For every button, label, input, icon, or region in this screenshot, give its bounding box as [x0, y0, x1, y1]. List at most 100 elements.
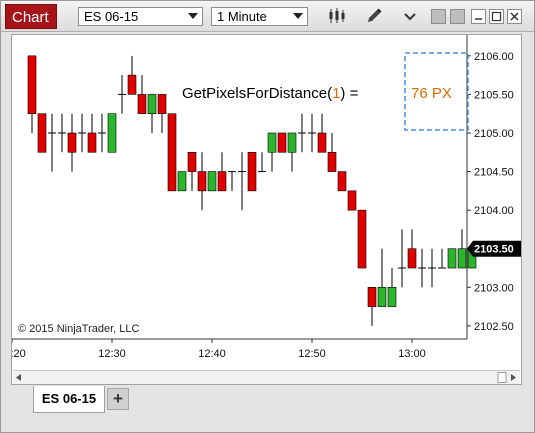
candle-body [87, 132, 97, 153]
candlestick-series [27, 55, 477, 326]
candle-body [447, 248, 457, 269]
candle [267, 132, 277, 172]
pencil-icon[interactable] [364, 6, 384, 26]
candle [78, 113, 86, 153]
time-tick-label: 12:30 [98, 348, 126, 360]
candle-body [157, 94, 167, 115]
time-tick-label: 12:50 [298, 348, 326, 360]
chart-toolbar: Chart ES 06-15 1 Minute [1, 1, 534, 32]
candle-body [407, 248, 417, 269]
candle [247, 151, 257, 192]
horizontal-scrollbar[interactable] [13, 370, 520, 384]
instrument-tab[interactable]: ES 06-15 [33, 386, 105, 413]
candle-body [377, 287, 387, 307]
candle [167, 113, 177, 192]
candle [127, 55, 137, 95]
candle [398, 229, 406, 288]
scroll-thumb[interactable] [497, 372, 507, 383]
close-button[interactable] [507, 9, 522, 24]
candle [258, 152, 266, 173]
candle [157, 94, 167, 133]
candle-body [367, 287, 377, 307]
candle-body [357, 209, 367, 269]
candle [87, 113, 97, 153]
maximize-button[interactable] [489, 9, 504, 24]
price-chart[interactable]: 2106.00 2105.50 2105.00 2104.50 2104.00 2103.… [0, 35, 521, 370]
candle [207, 171, 217, 192]
time-tick-label: 12:40 [198, 348, 226, 360]
close-icon [510, 12, 519, 21]
candle-body [337, 171, 347, 192]
price-tick-label: 2102.50 [474, 321, 514, 333]
candle [137, 75, 147, 115]
time-axis: 12:20 12:30 12:40 12:50 13:00 [0, 339, 426, 360]
annotation-argument: 1 [332, 85, 340, 102]
candle [327, 132, 337, 172]
chevron-down-icon [188, 13, 198, 19]
copyright-label: © 2015 NinjaTrader, LLC [18, 323, 139, 335]
candle [367, 287, 377, 326]
add-tab-button[interactable]: + [107, 388, 129, 410]
interval-selector[interactable]: 1 Minute [211, 7, 308, 26]
candle [387, 268, 397, 307]
candle [308, 113, 316, 153]
price-tick-label: 2103.00 [474, 282, 514, 294]
candle [438, 248, 446, 269]
candle-body [127, 74, 137, 95]
candle [187, 151, 197, 191]
chevron-down-icon [293, 13, 303, 19]
chevron-down-icon[interactable] [400, 6, 420, 26]
bar-type-icon[interactable] [327, 6, 347, 26]
price-tick-label: 2105.50 [474, 89, 514, 101]
candle-body [137, 94, 147, 115]
candle [407, 229, 417, 269]
candle-body [107, 113, 117, 153]
price-tick-label: 2104.50 [474, 167, 514, 179]
minimize-button[interactable] [471, 9, 486, 24]
candle-body [267, 132, 277, 153]
candle [287, 132, 297, 172]
price-tick-label: 2104.00 [474, 205, 514, 217]
candle-body [147, 94, 157, 115]
candle-body [67, 132, 77, 153]
time-tick-label: 12:20 [12, 348, 26, 360]
candle [428, 248, 436, 288]
candle [197, 152, 207, 211]
last-price-marker: 2103.50 [467, 240, 521, 257]
candle-body [347, 190, 357, 211]
candle-body [327, 151, 337, 172]
window-option-button[interactable] [450, 9, 465, 24]
candle-body [197, 171, 207, 192]
candle [67, 113, 77, 172]
maximize-icon [491, 11, 502, 22]
minimize-icon [475, 18, 482, 20]
candle [48, 113, 56, 172]
candle [298, 113, 306, 153]
candle [217, 152, 227, 192]
distance-box [404, 52, 469, 131]
candle-body [247, 151, 257, 192]
candle [457, 229, 467, 269]
candle [357, 209, 367, 269]
instrument-value: ES 06-15 [84, 9, 139, 24]
candle-body [177, 171, 187, 192]
candle-body [217, 171, 227, 192]
last-price-label: 2103.50 [474, 244, 514, 256]
candle [347, 190, 357, 211]
price-tick-label: 2106.00 [474, 51, 514, 63]
instrument-selector[interactable]: ES 06-15 [78, 7, 203, 26]
candle [447, 248, 457, 269]
candle [228, 171, 236, 191]
annotation-result: 76 PX [411, 85, 452, 102]
candle-body [167, 113, 177, 192]
scroll-left-icon[interactable] [16, 374, 21, 381]
candle-body [387, 287, 397, 307]
annotation-function: GetPixelsForDistance [182, 85, 327, 102]
candle [58, 113, 66, 153]
candle-body [207, 171, 217, 192]
scroll-right-icon[interactable] [511, 374, 516, 381]
chart-panel: 2106.00 2105.50 2105.00 2104.50 2104.00 2103.… [0, 34, 522, 385]
chart-title-tab[interactable]: Chart [5, 4, 57, 29]
annotation-paren-open: ( [327, 85, 332, 102]
window-option-button[interactable] [431, 9, 446, 24]
